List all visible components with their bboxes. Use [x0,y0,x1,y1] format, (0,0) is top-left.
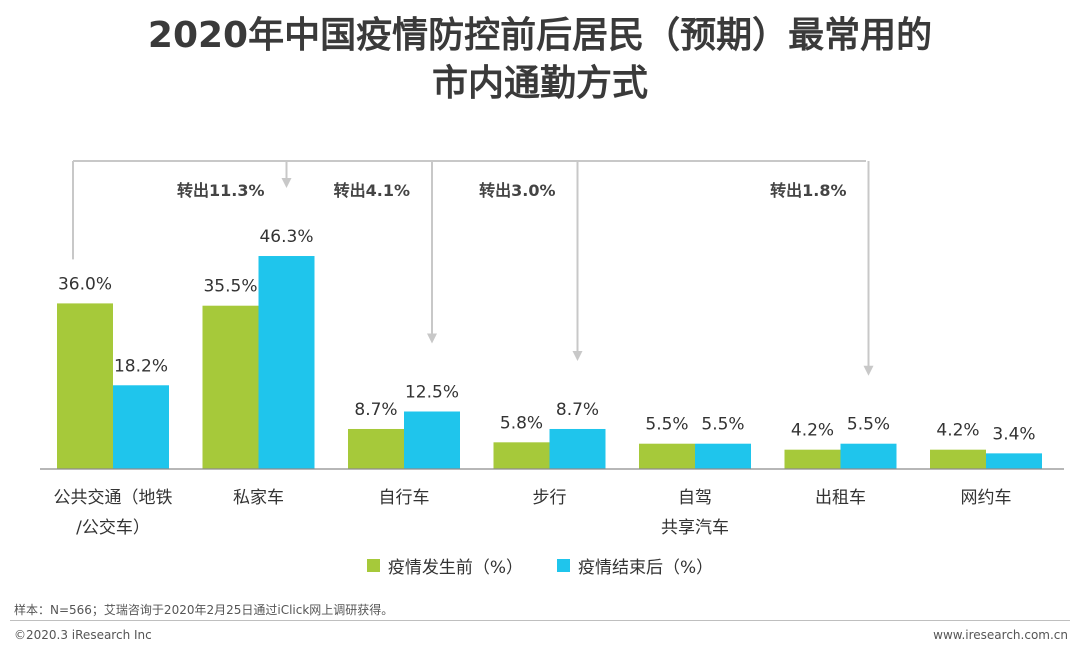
data-label-0-4: 5.5% [645,415,688,435]
flow-label-1: 转出4.1% [334,181,410,200]
x-tick-label-4-1: 共享汽车 [661,518,729,538]
bar-0-6 [930,449,986,469]
x-tick-label-0-1: /公交车） [76,518,150,538]
data-label-1-0: 18.2% [114,356,168,376]
website: www.iresearch.com.cn [933,628,1068,642]
flow-arrow-head-0 [281,178,292,189]
data-label-0-6: 4.2% [936,421,979,441]
chart-title-line1: 2020年中国疫情防控前后居民（预期）最常用的 [147,15,933,56]
x-tick-label-6-0: 网约车 [961,488,1012,508]
bar-0-5 [784,449,841,469]
data-label-0-1: 35.5% [203,277,257,297]
legend-swatch-before [366,559,380,572]
chart-title-line2: 市内通勤方式 [431,63,648,104]
x-tick-label-3-0: 步行 [533,488,567,508]
x-tick-label-0-0: 公共交通（地铁 [54,488,173,508]
flow-arrow-head-3 [863,365,874,376]
data-label-1-6: 3.4% [992,424,1035,444]
data-label-0-0: 36.0% [58,274,112,294]
bar-1-3 [549,428,606,469]
legend-item-after: 疫情结束后（%） [557,553,713,578]
x-tick-label-4-0: 自驾 [678,488,712,508]
flow-arrow-head-2 [572,350,583,361]
x-tick-label-1-0: 私家车 [233,488,284,508]
x-tick-label-2-0: 自行车 [379,488,430,508]
flow-arrow-head-1 [427,333,437,344]
bar-1-5 [840,443,897,469]
bar-0-3 [493,442,550,469]
bar-1-1 [258,256,315,469]
legend-label-after: 疫情结束后（%） [578,558,714,578]
bar-1-0 [113,385,169,469]
bar-1-6 [986,453,1042,469]
data-label-0-2: 8.7% [354,400,397,420]
legend-item-before: 疫情发生前（%） [366,553,523,578]
flow-label-0: 转出11.3% [177,181,265,200]
flow-label-3: 转出1.8% [770,181,846,200]
bar-0-4 [639,443,695,469]
chart-title: 2020年中国疫情防控前后居民（预期）最常用的 市内通勤方式 [0,12,1080,108]
data-label-1-5: 5.5% [847,415,890,435]
data-label-1-4: 5.5% [701,415,744,435]
x-tick-label-5-0: 出租车 [815,488,866,508]
bar-1-2 [404,411,460,469]
legend-label-before: 疫情发生前（%） [387,558,523,578]
data-label-0-5: 4.2% [791,421,834,441]
data-label-1-1: 46.3% [259,227,313,247]
legend-swatch-after [557,559,570,572]
bar-0-2 [348,428,404,469]
bar-0-0 [57,303,113,469]
legend: 疫情发生前（%） 疫情结束后（%） [0,553,1080,578]
copyright: ©2020.3 iResearch Inc [14,628,152,642]
sample-note: 样本：N=566；艾瑞咨询于2020年2月25日通过iClick网上调研获得。 [14,603,394,617]
data-label-0-3: 5.8% [500,413,543,433]
bar-1-4 [695,443,751,469]
footer-divider [10,620,1070,621]
data-label-1-3: 8.7% [556,400,599,420]
bar-0-1 [202,305,259,469]
flow-label-2: 转出3.0% [479,181,555,200]
data-label-1-2: 12.5% [405,383,459,403]
